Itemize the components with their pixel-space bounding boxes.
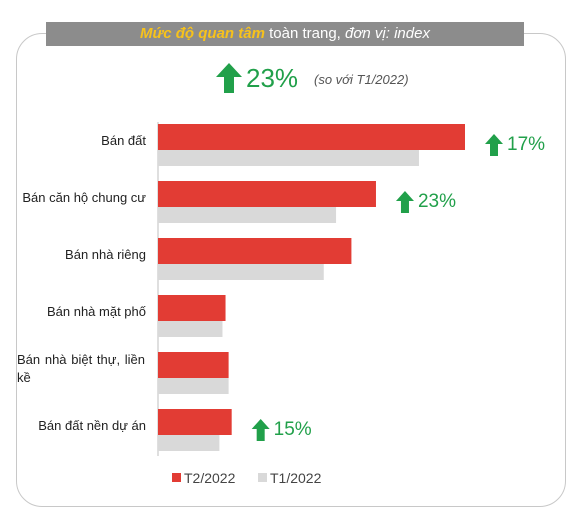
category-label-ban-nha-mat-pho: Bán nhà mặt phố xyxy=(46,304,146,319)
bar-t2-ban-dat xyxy=(158,124,465,150)
category-label-ban-dat: Bán đất xyxy=(101,133,146,148)
legend-item-t2: T2/2022 xyxy=(172,469,235,487)
legend-label-t2: T2/2022 xyxy=(184,470,236,486)
title-highlight: Mức độ quan tâm xyxy=(140,25,265,42)
bar-t1-ban-nha-biet-thu-lien-ke xyxy=(158,378,229,394)
legend-label-t1: T1/2022 xyxy=(270,470,322,486)
bar-t1-ban-dat xyxy=(158,150,419,166)
bar-t1-ban-nha-mat-pho xyxy=(158,321,223,337)
legend-item-t1: T1/2022 xyxy=(258,469,321,487)
headline-note: (so với T1/2022) xyxy=(314,72,409,87)
bar-t2-ban-can-ho-chung-cu xyxy=(158,181,376,207)
bar-t1-ban-nha-rieng xyxy=(158,264,324,280)
category-label-ban-dat-nen-du-an: Bán đất nền dự án xyxy=(38,418,146,433)
category-label-ban-nha-rieng: Bán nhà riêng xyxy=(65,247,146,262)
chart-title: Mức độ quan tâm toàn trang, đơn vị: inde… xyxy=(46,22,524,46)
bar-t1-ban-can-ho-chung-cu xyxy=(158,207,337,223)
up-arrow-icon-ban-can-ho-chung-cu xyxy=(395,191,414,213)
headline-up-arrow-icon xyxy=(216,63,242,93)
bar-t2-ban-nha-mat-pho xyxy=(158,295,226,321)
up-arrow-icon-ban-dat-nen-du-an xyxy=(251,419,270,441)
legend-swatch-t1 xyxy=(258,473,267,482)
growth-label-ban-dat: 17% xyxy=(507,134,546,155)
up-arrow-icon-ban-dat xyxy=(485,134,503,156)
legend-swatch-t2 xyxy=(172,473,181,482)
headline-value: 23% xyxy=(246,63,299,93)
bar-t2-ban-nha-biet-thu-lien-ke xyxy=(158,352,229,378)
bar-t1-ban-dat-nen-du-an xyxy=(158,435,220,451)
category-label-ban-can-ho-chung-cu: Bán căn hộ chung cư xyxy=(22,190,146,205)
category-label-ban-nha-biet-thu-lien-ke: Bán nhà biệt thự, liền kề xyxy=(17,352,145,385)
growth-label-ban-can-ho-chung-cu: 23% xyxy=(417,191,456,212)
title-unit: đơn vị: index xyxy=(345,25,430,42)
growth-label-ban-dat-nen-du-an: 15% xyxy=(273,419,312,440)
bar-t2-ban-dat-nen-du-an xyxy=(158,409,232,435)
title-middle: toàn trang, xyxy=(264,25,345,42)
bar-t2-ban-nha-rieng xyxy=(158,238,352,264)
